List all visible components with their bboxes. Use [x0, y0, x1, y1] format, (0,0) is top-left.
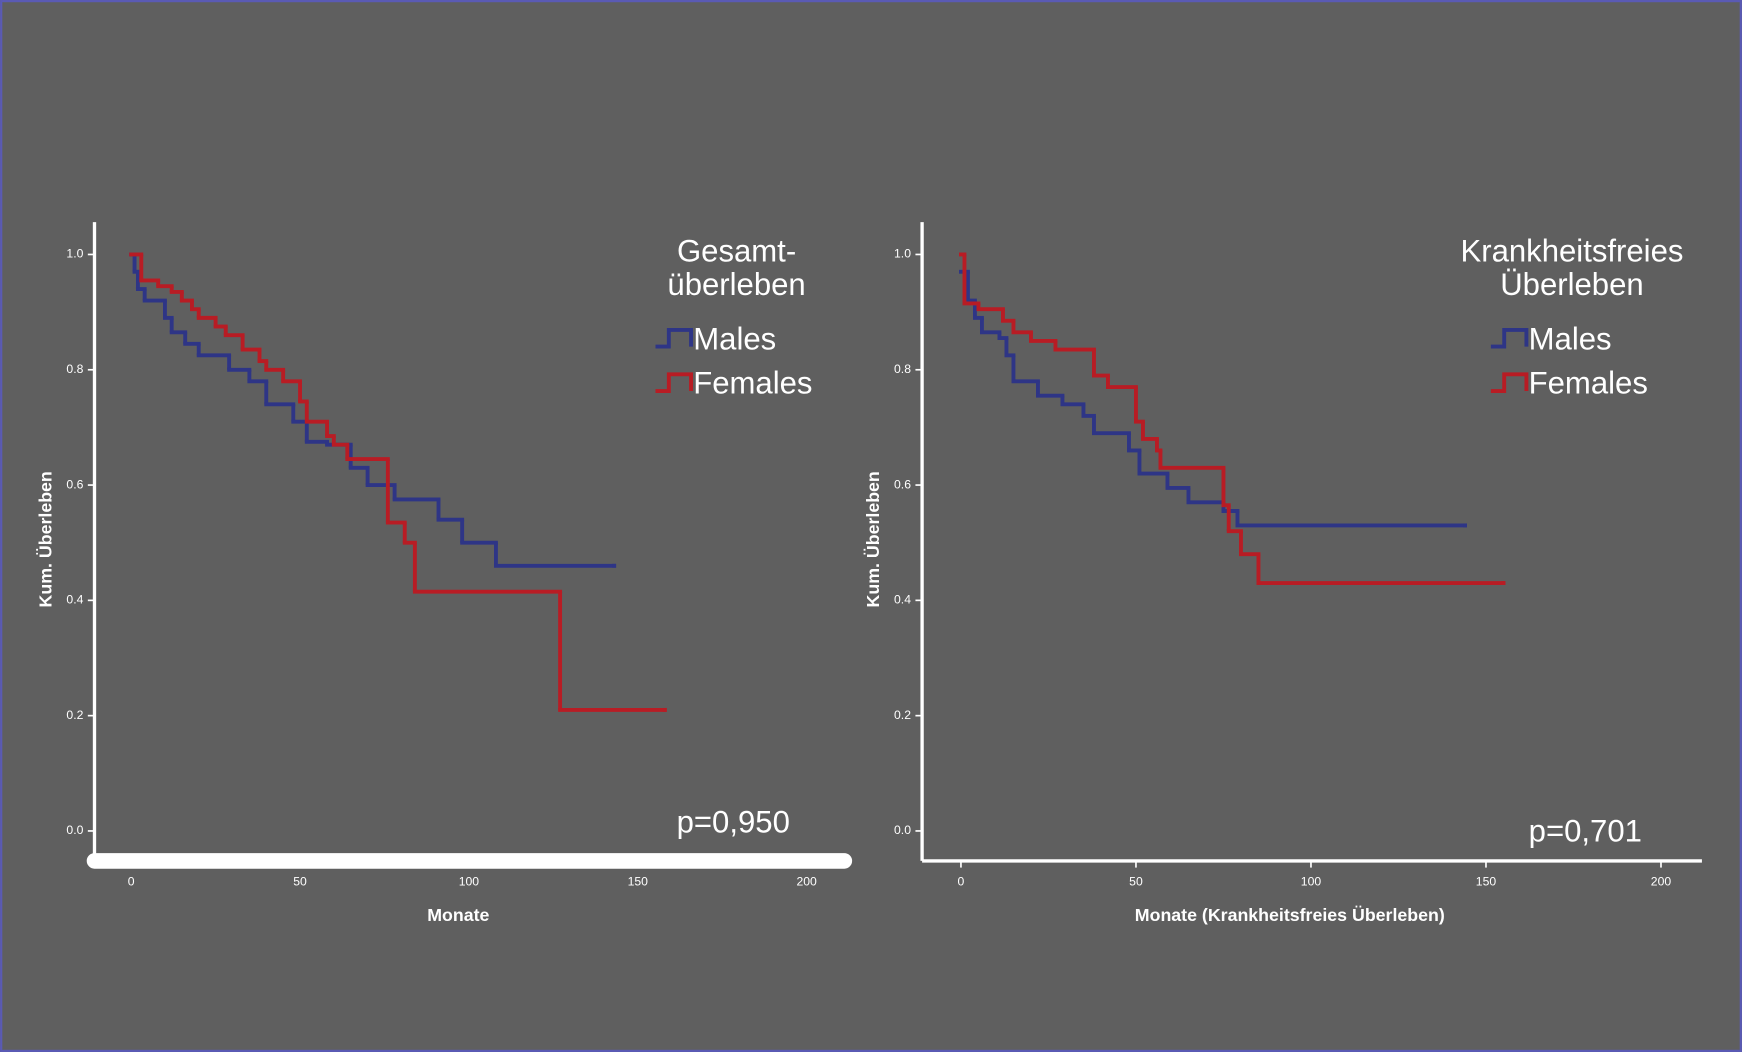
y-axis-label: Kum. Überleben [863, 471, 883, 607]
y-tick-label: 0.8 [894, 362, 911, 376]
x-tick-label: 150 [1476, 874, 1497, 888]
x-tick-label: 100 [459, 874, 480, 888]
y-axis-label: Kum. Überleben [35, 471, 55, 607]
x-tick-label: 0 [128, 874, 135, 888]
y-tick-label: 0.2 [894, 708, 911, 722]
legend-label: Females [1529, 366, 1648, 401]
legend-title: überleben [667, 267, 805, 302]
x-tick-label: 150 [628, 874, 649, 888]
p-value: p=0,701 [1529, 813, 1642, 848]
x-tick-label: 200 [1651, 874, 1672, 888]
legend-title: Überleben [1500, 267, 1643, 302]
y-tick-label: 0.0 [66, 823, 83, 837]
legend-swatch [655, 327, 693, 349]
y-tick-label: 1.0 [66, 247, 83, 261]
legend-label: Males [693, 321, 776, 356]
y-tick-label: 0.6 [66, 477, 83, 491]
x-axis-label: Monate [427, 905, 489, 925]
y-tick-label: 1.0 [894, 247, 911, 261]
p-value: p=0,950 [677, 804, 790, 839]
legend-title: Gesamt- [677, 233, 796, 268]
x-tick-label: 50 [1129, 874, 1143, 888]
x-tick-label: 100 [1301, 874, 1322, 888]
x-tick-label: 50 [293, 874, 307, 888]
x-tick-label: 0 [958, 874, 965, 888]
legend-label: Females [693, 366, 812, 401]
legend-title: Krankheitsfreies [1460, 233, 1683, 268]
legend-swatch [655, 372, 693, 393]
legend-swatch [1490, 372, 1529, 393]
y-tick-label: 0.2 [66, 708, 83, 722]
x-axis-label: Monate (Krankheitsfreies Überleben) [1135, 905, 1445, 925]
x-tick-label: 200 [796, 874, 817, 888]
y-tick-label: 0.0 [894, 823, 911, 837]
y-tick-label: 0.6 [894, 477, 911, 491]
y-tick-label: 0.4 [894, 593, 911, 607]
legend-swatch [1490, 327, 1529, 349]
y-tick-label: 0.8 [66, 362, 83, 376]
y-tick-label: 0.4 [66, 593, 83, 607]
legend-label: Males [1529, 321, 1612, 356]
